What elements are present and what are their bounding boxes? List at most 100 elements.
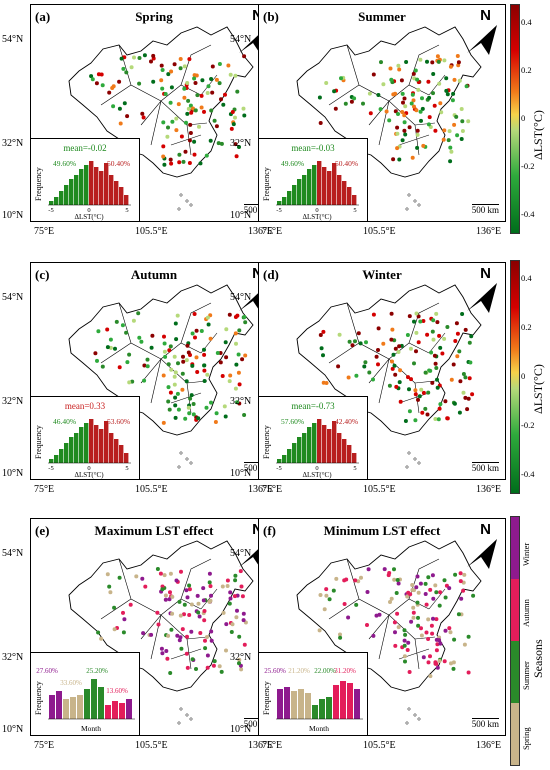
inset-tick: -5	[48, 207, 53, 214]
site-marker	[223, 92, 227, 97]
site-marker	[233, 142, 238, 147]
site-marker	[160, 86, 165, 91]
site-marker	[178, 613, 183, 618]
site-marker	[332, 89, 337, 94]
site-marker	[177, 152, 182, 157]
site-marker	[399, 78, 404, 83]
site-marker	[187, 138, 192, 143]
site-marker	[209, 593, 213, 598]
site-marker	[384, 109, 389, 114]
hist-bar	[49, 201, 54, 205]
site-marker	[105, 572, 110, 577]
colorbar-tick: 0.4	[521, 273, 532, 283]
site-marker	[426, 390, 431, 395]
site-marker	[161, 420, 166, 425]
site-marker	[187, 583, 192, 588]
site-marker	[204, 405, 209, 410]
site-marker	[205, 91, 210, 95]
site-marker	[354, 373, 359, 378]
site-marker	[229, 126, 234, 131]
site-marker	[416, 623, 421, 628]
hist-bar	[104, 163, 109, 205]
inset-svg: Frequency mean=-0.02 49.60% 50.40% -5 0 5 ΔLST(…	[34, 143, 131, 221]
site-marker	[434, 648, 439, 653]
hist-bar	[277, 201, 282, 205]
site-marker	[155, 610, 160, 615]
site-marker	[417, 394, 422, 399]
site-marker	[233, 73, 238, 78]
site-marker	[349, 99, 354, 104]
site-marker	[202, 109, 206, 114]
hist-bar	[59, 449, 64, 463]
site-marker	[239, 667, 244, 672]
inset-left-pct: 57.60%	[281, 417, 304, 426]
site-marker	[190, 331, 195, 336]
site-marker	[392, 567, 396, 572]
site-marker	[169, 161, 174, 166]
site-marker	[454, 114, 459, 119]
site-marker	[188, 396, 193, 401]
site-marker	[173, 403, 178, 408]
site-marker	[128, 602, 133, 607]
latitude-label: 32°N	[230, 396, 252, 407]
province-boundary	[200, 588, 218, 610]
site-marker	[449, 377, 454, 382]
site-marker	[368, 111, 373, 116]
site-marker	[432, 353, 437, 358]
island	[413, 713, 417, 717]
site-marker	[371, 633, 376, 638]
latitude-label: 54°N	[2, 34, 24, 45]
longitude-label: 105.5°E	[135, 484, 168, 495]
site-marker	[111, 84, 116, 89]
site-marker	[407, 670, 412, 674]
site-marker	[394, 591, 399, 595]
map-panel-4: (d) Winter N 500 km Frequency mean=-0.73 57.60…	[258, 262, 506, 480]
site-marker	[243, 353, 248, 358]
north-label: N	[252, 7, 263, 24]
site-marker	[392, 620, 397, 625]
site-marker	[167, 597, 172, 602]
site-marker	[174, 116, 179, 121]
site-marker	[224, 622, 229, 627]
site-marker	[190, 363, 195, 368]
site-marker	[202, 363, 207, 368]
site-marker	[166, 72, 171, 77]
site-marker	[406, 640, 411, 645]
site-marker	[129, 65, 134, 70]
month-bar	[340, 681, 346, 719]
inset-ylabel: Frequency	[34, 681, 43, 715]
site-marker	[193, 81, 198, 85]
site-marker	[237, 634, 242, 639]
site-marker	[376, 348, 380, 352]
site-marker	[237, 661, 241, 666]
site-marker	[185, 343, 190, 348]
site-marker	[173, 395, 178, 400]
site-marker	[410, 155, 415, 160]
site-marker	[460, 129, 465, 133]
site-marker	[189, 629, 194, 634]
site-marker	[185, 81, 190, 85]
province-boundary	[378, 358, 390, 404]
north-label: N	[480, 7, 491, 24]
site-marker	[423, 592, 428, 596]
hist-bar	[317, 419, 322, 463]
site-marker	[220, 584, 225, 589]
site-marker	[199, 93, 204, 98]
site-marker	[411, 71, 416, 76]
site-marker	[207, 571, 212, 576]
site-marker	[203, 646, 208, 651]
site-marker	[371, 72, 376, 77]
site-marker	[189, 110, 194, 115]
site-marker	[172, 62, 177, 67]
hist-bar	[287, 191, 292, 205]
site-marker	[395, 146, 400, 151]
island	[177, 721, 181, 725]
site-marker	[149, 632, 154, 637]
hist-bar	[332, 163, 337, 205]
site-marker	[346, 615, 351, 620]
site-marker	[186, 405, 191, 410]
island	[405, 207, 409, 211]
site-marker	[159, 63, 164, 68]
inset-ylabel: Frequency	[34, 425, 43, 459]
site-marker	[90, 77, 95, 82]
